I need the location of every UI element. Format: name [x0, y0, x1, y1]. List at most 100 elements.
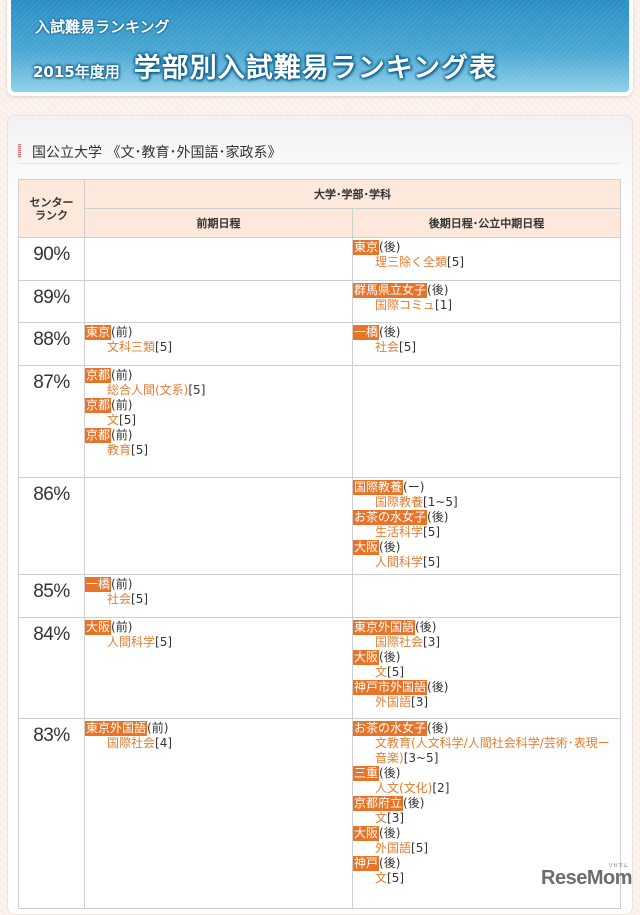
- university-name: 国際教養: [353, 480, 404, 495]
- university-entry: 東京外国語(後) 国際社会[3]: [353, 620, 620, 650]
- capacity-label: [2]: [432, 781, 450, 795]
- rank-cell: 86%: [18, 477, 85, 575]
- resemom-logo-ruby: リセマム: [608, 863, 629, 869]
- rank-cell: 85%: [18, 574, 85, 618]
- capacity-label: [5]: [423, 525, 441, 539]
- department-line: 文[5]: [353, 871, 620, 886]
- department-name: 文: [107, 413, 120, 427]
- department-line: 人間科学[5]: [85, 635, 352, 650]
- university-entry: 東京外国語(前) 国際社会[4]: [85, 721, 352, 751]
- capacity-label: [3~5]: [403, 751, 439, 765]
- capacity-label: [5]: [447, 255, 465, 269]
- department-name: 社会: [375, 340, 400, 354]
- department-line: 国際コミュ[1]: [353, 298, 620, 313]
- department-name: 文: [375, 665, 388, 679]
- schedule-label: (後): [379, 766, 401, 780]
- capacity-label: [5]: [131, 443, 149, 457]
- heading-marker-icon: [18, 144, 21, 158]
- table-row: 84% 大阪(前) 人間科学[5] 東京外国語(後) 国際社会[3] 大阪(後) 文[5] 神…: [18, 617, 621, 719]
- capacity-label: [5]: [188, 383, 206, 397]
- table-row: 89% 群馬県立女子(後) 国際コミュ[1]: [18, 280, 621, 323]
- department-name: 生活科学: [375, 525, 424, 539]
- university-entry: 一橋(後) 社会[5]: [353, 325, 620, 355]
- university-entry: 京都(前) 教育[5]: [85, 428, 352, 458]
- late-schedule-cell: [352, 365, 621, 478]
- university-name: 三重: [353, 766, 380, 781]
- university-name: 神戸: [353, 856, 380, 871]
- department-line: 文[5]: [353, 665, 620, 680]
- department-name: 人文(文化): [375, 781, 433, 795]
- schedule-label: (前): [111, 368, 133, 382]
- schedule-label: (後): [379, 325, 401, 339]
- schedule-label: (後): [427, 680, 449, 694]
- university-name: 京都府立: [353, 796, 404, 811]
- table-row: 87% 京都(前) 総合人間(文系)[5] 京都(前) 文[5] 京都(前) 教育[5]: [18, 365, 621, 478]
- schedule-label: (後): [379, 856, 401, 870]
- table-row: 86% 国際教養(ー) 国際教養[1~5] お茶の水女子(後) 生活科学[5] 大阪(後)…: [18, 477, 621, 575]
- university-entry: 大阪(前) 人間科学[5]: [85, 620, 352, 650]
- department-name: 文: [375, 811, 388, 825]
- university-name: 東京外国語: [85, 721, 148, 736]
- schedule-label: (前): [111, 398, 133, 412]
- capacity-label: [5]: [387, 871, 405, 885]
- ranking-panel: 国公立大学 《文･教育･外国語･家政系》 センター ランク 大学･学部･学科 前…: [7, 115, 633, 915]
- table-row: 88% 東京(前) 文科三類[5] 一橋(後) 社会[5]: [18, 322, 621, 366]
- department-name: 文科三類: [107, 340, 156, 354]
- university-entry: 大阪(後) 人間科学[5]: [353, 540, 620, 570]
- schedule-label: (後): [403, 796, 425, 810]
- schedule-label: (後): [427, 721, 449, 735]
- university-name: 神戸市外国語: [353, 680, 428, 695]
- department-name: 社会: [107, 592, 132, 606]
- department-line: 国際社会[4]: [85, 736, 352, 751]
- department-line: 生活科学[5]: [353, 525, 620, 540]
- department-name: 国際社会: [375, 635, 424, 649]
- university-name: 大阪: [353, 650, 380, 665]
- early-schedule-cell: 大阪(前) 人間科学[5]: [84, 617, 353, 719]
- department-name: 文: [375, 871, 388, 885]
- rank-cell: 90%: [18, 237, 85, 281]
- rank-cell: 83%: [18, 718, 85, 909]
- department-line: 人文(文化)[2]: [353, 781, 620, 796]
- capacity-label: [5]: [119, 413, 137, 427]
- university-name: 東京外国語: [353, 620, 416, 635]
- early-schedule-cell: 京都(前) 総合人間(文系)[5] 京都(前) 文[5] 京都(前) 教育[5]: [84, 365, 353, 478]
- capacity-label: [5]: [155, 340, 173, 354]
- ranking-table: センター ランク 大学･学部･学科 前期日程 後期日程･公立中期日程 90% 東京…: [18, 179, 621, 909]
- university-name: 京都: [85, 428, 112, 443]
- university-entry: お茶の水女子(後) 生活科学[5]: [353, 510, 620, 540]
- banner-subtitle: 入試難易ランキング: [35, 18, 170, 36]
- late-schedule-cell: 一橋(後) 社会[5]: [352, 322, 621, 366]
- schedule-label: (前): [147, 721, 169, 735]
- department-name: 総合人間(文系): [107, 383, 189, 397]
- early-schedule-cell: 東京外国語(前) 国際社会[4]: [84, 718, 353, 909]
- schedule-label: (後): [427, 283, 449, 297]
- banner-title-row: 2015年度用 学部別入試難易ランキング表: [33, 46, 497, 85]
- department-line: 文教育(人文科学/人間社会科学/芸術･表現ー音楽)[3~5]: [353, 736, 620, 766]
- rank-cell: 88%: [18, 322, 85, 366]
- department-name: 人間科学: [107, 635, 156, 649]
- department-name: 国際社会: [107, 736, 156, 750]
- department-name: 国際教養: [375, 495, 424, 509]
- schedule-label: (前): [111, 325, 133, 339]
- banner-title: 学部別入試難易ランキング表: [133, 53, 497, 84]
- university-entry: 東京(後) 理三除く全類[5]: [353, 240, 620, 270]
- late-schedule-cell: お茶の水女子(後) 文教育(人文科学/人間社会科学/芸術･表現ー音楽)[3~5] 三…: [352, 718, 621, 909]
- department-line: 理三除く全類[5]: [353, 255, 620, 270]
- university-name: 一橋: [353, 325, 380, 340]
- capacity-label: [5]: [155, 635, 173, 649]
- capacity-label: [3]: [387, 811, 405, 825]
- department-line: 外国語[5]: [353, 841, 620, 856]
- university-entry: 東京(前) 文科三類[5]: [85, 325, 352, 355]
- section-heading: 国公立大学 《文･教育･外国語･家政系》: [18, 142, 620, 164]
- university-name: 一橋: [85, 577, 112, 592]
- department-name: 理三除く全類: [375, 255, 448, 269]
- capacity-label: [4]: [155, 736, 173, 750]
- department-line: 社会[5]: [85, 592, 352, 607]
- schedule-label: (後): [379, 826, 401, 840]
- early-schedule-cell: 東京(前) 文科三類[5]: [84, 322, 353, 366]
- university-name: 東京: [353, 240, 380, 255]
- capacity-label: [3]: [423, 635, 441, 649]
- schedule-label: (後): [379, 540, 401, 554]
- university-name: 東京: [85, 325, 112, 340]
- schedule-label: (ー): [403, 480, 425, 494]
